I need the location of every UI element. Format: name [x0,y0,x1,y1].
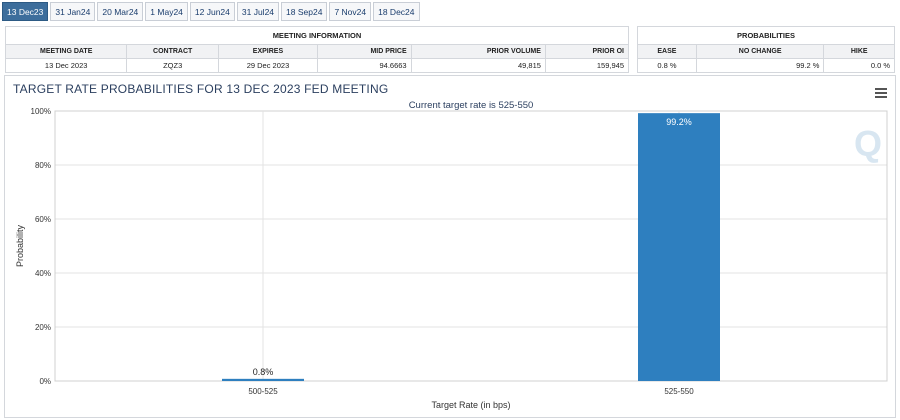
x-tick-label-0: 500-525 [248,387,278,396]
bar-1 [638,113,720,381]
prob-value-2: 0.0 % [823,58,895,73]
meeting-information-table: MEETING INFORMATION MEETING DATE CONTRACT… [4,26,630,73]
x-axis-label: Target Rate (in bps) [431,400,510,410]
tab-meeting-0[interactable]: 13 Dec23 [2,2,49,21]
y-axis-label: Probability [15,224,25,267]
meeting-header-1: CONTRACT [126,44,219,59]
data-label-0: 0.8% [253,367,274,377]
meeting-tabs: 13 Dec23 31 Jan24 20 Mar24 1 May24 12 Jun24 3… [2,2,420,22]
tab-meeting-2[interactable]: 20 Mar24 [97,2,144,21]
probability-chart: Current target rate is 525-550 Q 0% 20% 40% 6… [15,100,888,410]
tab-meeting-6[interactable]: 18 Sep24 [281,2,328,21]
bar-0 [222,378,304,381]
meeting-value-4: 49,815 [410,58,546,73]
meeting-value-5: 159,945 [544,58,630,73]
meeting-header-0: MEETING DATE [4,44,128,59]
tab-meeting-1[interactable]: 31 Jan24 [50,2,96,21]
prob-header-1: NO CHANGE [695,44,825,59]
prob-value-1: 99.2 % [695,58,825,73]
meeting-value-1: ZQZ3 [126,58,219,73]
y-tick-label-5: 100% [31,107,51,116]
tab-meeting-7[interactable]: 7 Nov24 [329,2,372,21]
chart-subtitle: Current target rate is 525-550 [409,100,534,111]
chart-panel: TARGET RATE PROBABILITIES FOR 13 DEC 202… [4,75,896,418]
meeting-header-3: MID PRICE [316,44,412,59]
watermark-logo: Q [854,123,882,164]
y-tick-label-3: 60% [35,215,51,224]
meeting-information-header: MEETING INFORMATION [5,26,629,45]
meeting-value-2: 29 Dec 2023 [217,58,318,73]
y-tick-label-1: 20% [35,323,51,332]
y-tick-label-2: 40% [35,269,51,278]
prob-header-0: EASE [637,44,697,59]
tab-meeting-5[interactable]: 31 Jul24 [236,2,280,21]
meeting-header-5: PRIOR OI [544,44,630,59]
meeting-value-3: 94.6663 [316,58,412,73]
plot-area [54,110,888,382]
x-tick-label-1: 525-550 [664,387,694,396]
tab-meeting-4[interactable]: 12 Jun24 [189,2,235,21]
y-tick-label-0: 0% [39,377,51,386]
tab-meeting-8[interactable]: 18 Dec24 [373,2,420,21]
chart-title: TARGET RATE PROBABILITIES FOR 13 DEC 202… [13,82,389,96]
probabilities-header: PROBABILITIES [637,26,895,45]
data-label-1: 99.2% [666,117,692,127]
prob-header-2: HIKE [823,44,895,59]
tab-meeting-3[interactable]: 1 May24 [145,2,188,21]
meeting-header-2: EXPIRES [217,44,318,59]
y-tick-label-4: 80% [35,161,51,170]
meeting-header-4: PRIOR VOLUME [410,44,546,59]
prob-value-0: 0.8 % [637,58,697,73]
probabilities-table: PROBABILITIES EASE NO CHANGE HIKE 0.8 % 99.… [637,26,895,73]
menu-icon[interactable] [875,88,887,98]
meeting-value-0: 13 Dec 2023 [4,58,128,73]
